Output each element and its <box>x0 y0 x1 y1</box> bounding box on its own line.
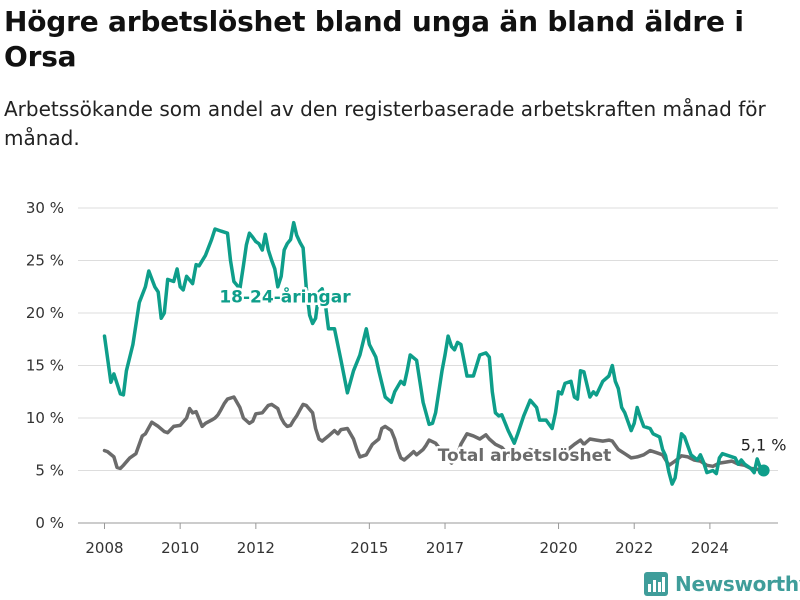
x-tick-label: 2008 <box>85 539 123 557</box>
y-tick-label: 5 % <box>35 462 64 480</box>
gridlines <box>78 207 778 524</box>
series-label-total: Total arbetslöshet <box>438 446 612 466</box>
y-tick-label: 20 % <box>26 304 64 322</box>
series-labels: 18-24-åringar Total arbetslöshet 5,1 % <box>217 283 789 477</box>
series-lines <box>102 220 766 486</box>
chart-subtitle: Arbetssökande som andel av den registerb… <box>4 97 766 150</box>
x-tick-label: 2012 <box>237 539 275 557</box>
series-line-total <box>102 395 766 472</box>
y-tick-label: 30 % <box>26 199 64 217</box>
x-tick-label: 2015 <box>350 539 388 557</box>
y-tick-label: 15 % <box>26 357 64 375</box>
chart-title: Högre arbetslöshet bland unga än bland ä… <box>4 5 744 73</box>
newsworthy-logo: Newsworthy <box>644 570 800 598</box>
y-tick-label: 25 % <box>26 252 64 270</box>
x-tick-label: 2017 <box>426 539 464 557</box>
x-tick-label: 2020 <box>539 539 577 557</box>
x-tick-label: 2022 <box>615 539 653 557</box>
y-tick-label: 0 % <box>35 514 64 532</box>
y-axis-ticks: 0 % 5 % 10 % 15 % 20 % 25 % 30 % <box>26 199 64 532</box>
logo-icon <box>644 572 668 596</box>
x-axis-ticks: 2008 2010 2012 2015 2017 2020 2022 2024 <box>85 523 729 557</box>
end-value-label: 5,1 % <box>741 436 787 455</box>
end-point-marker <box>757 464 770 477</box>
x-tick-label: 2010 <box>161 539 199 557</box>
series-label-youth: 18-24-åringar <box>219 286 351 308</box>
series-line-youth <box>102 220 766 486</box>
y-tick-label: 10 % <box>26 409 64 427</box>
x-tick-label: 2024 <box>691 539 729 557</box>
logo-text: Newsworthy <box>675 572 800 596</box>
